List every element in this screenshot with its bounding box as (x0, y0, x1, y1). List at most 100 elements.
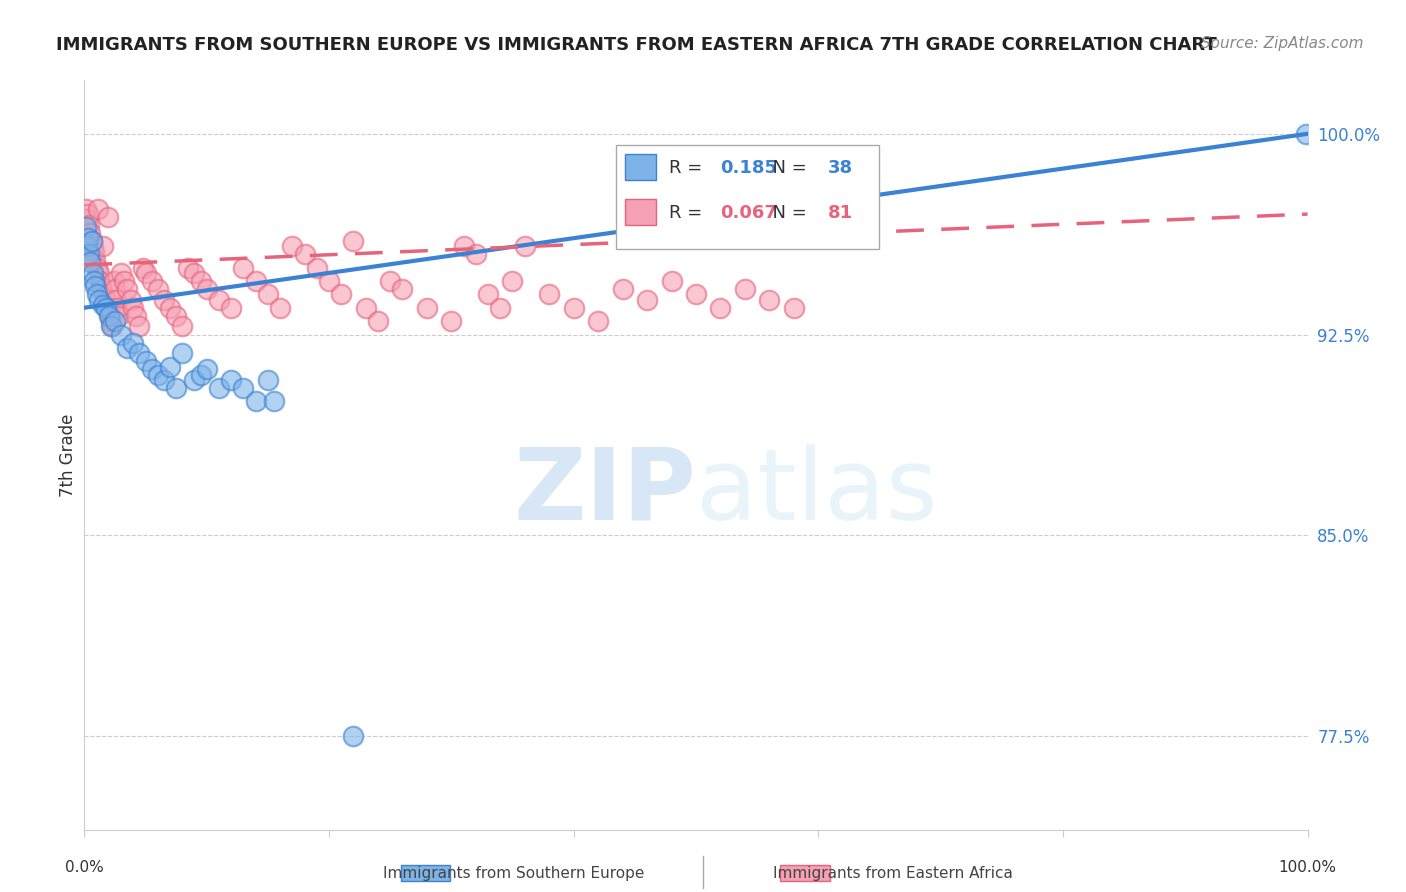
Point (96, 293, 118, 307)
Point (661, 274, 683, 288)
Point (135, 354, 157, 368)
Text: ZIP: ZIP (513, 444, 696, 541)
Point (86, 287, 108, 301)
Point (82, 266, 104, 280)
Point (76, 212, 98, 227)
Point (391, 282, 413, 296)
Point (281, 239, 304, 253)
Point (105, 293, 128, 307)
Point (110, 266, 132, 280)
Point (354, 301, 377, 315)
Point (342, 234, 364, 248)
Point (128, 319, 150, 334)
Point (86, 260, 108, 275)
Point (190, 368, 212, 382)
Text: 0.067: 0.067 (720, 204, 778, 222)
Point (502, 274, 524, 288)
Point (90, 279, 112, 293)
Point (110, 327, 132, 342)
Point (115, 341, 138, 355)
Point (84, 279, 107, 293)
Text: 0.185: 0.185 (720, 159, 778, 177)
Text: 100.0%: 100.0% (1278, 860, 1337, 874)
Point (115, 282, 138, 296)
Text: 0.0%: 0.0% (65, 860, 104, 874)
Point (232, 381, 254, 395)
Point (75, 202, 97, 216)
Point (159, 359, 181, 374)
Point (219, 301, 242, 315)
Point (245, 394, 267, 409)
Point (183, 266, 205, 280)
Point (80, 234, 103, 248)
Point (562, 301, 585, 315)
Point (453, 239, 475, 253)
Point (146, 282, 169, 296)
Point (141, 274, 163, 288)
Point (330, 287, 353, 301)
Point (208, 293, 231, 307)
Point (87, 293, 110, 307)
Point (183, 373, 205, 387)
Point (87, 202, 110, 216)
Point (477, 287, 499, 301)
Text: R =: R = (669, 204, 709, 222)
Point (97, 301, 120, 315)
Text: atlas: atlas (696, 444, 938, 541)
Point (84, 252, 107, 267)
Point (76, 239, 98, 253)
Point (257, 373, 280, 387)
Point (269, 301, 291, 315)
Point (612, 282, 634, 296)
Point (77, 247, 100, 261)
Point (153, 293, 176, 307)
Point (440, 314, 463, 328)
Point (636, 293, 658, 307)
Text: Source: ZipAtlas.com: Source: ZipAtlas.com (1201, 36, 1364, 51)
Point (79, 226, 101, 240)
Point (195, 362, 218, 376)
Point (96, 301, 118, 315)
Point (112, 274, 135, 288)
Point (83, 274, 105, 288)
FancyBboxPatch shape (626, 200, 655, 225)
Point (89, 274, 111, 288)
Point (104, 282, 127, 296)
Point (305, 260, 328, 275)
Point (77, 231, 100, 245)
Point (87, 266, 110, 280)
Point (464, 247, 486, 261)
Point (104, 314, 127, 328)
Text: Immigrants from Southern Europe: Immigrants from Southern Europe (382, 866, 644, 880)
Point (172, 346, 194, 360)
Point (342, 729, 364, 743)
Point (586, 314, 609, 328)
Point (75, 220, 97, 235)
Point (758, 293, 780, 307)
FancyBboxPatch shape (626, 154, 655, 180)
Point (122, 301, 145, 315)
Point (132, 260, 155, 275)
FancyBboxPatch shape (616, 145, 880, 249)
Point (195, 282, 218, 296)
Point (97, 210, 120, 224)
Point (257, 287, 280, 301)
Point (125, 309, 148, 323)
Point (107, 309, 129, 323)
Point (172, 319, 194, 334)
Point (100, 314, 122, 328)
Point (208, 381, 231, 395)
Point (93, 287, 115, 301)
Point (318, 274, 340, 288)
Point (232, 260, 254, 275)
Point (294, 247, 316, 261)
Point (416, 301, 439, 315)
Point (91, 298, 114, 312)
Text: Immigrants from Eastern Africa: Immigrants from Eastern Africa (773, 866, 1012, 880)
Point (77, 207, 100, 221)
Point (263, 394, 285, 409)
Text: 38: 38 (828, 159, 853, 177)
Point (97, 309, 120, 323)
Text: R =: R = (669, 159, 709, 177)
Point (100, 319, 122, 334)
